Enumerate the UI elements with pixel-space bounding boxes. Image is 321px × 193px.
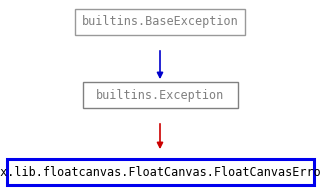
Bar (75, 9, 245, 35)
Bar (6, 159, 314, 185)
Bar (82, 82, 238, 108)
Text: wx.lib.floatcanvas.FloatCanvas.FloatCanvasError: wx.lib.floatcanvas.FloatCanvas.FloatCanv… (0, 166, 321, 179)
Text: builtins.Exception: builtins.Exception (96, 89, 224, 102)
Text: builtins.BaseException: builtins.BaseException (82, 15, 239, 29)
